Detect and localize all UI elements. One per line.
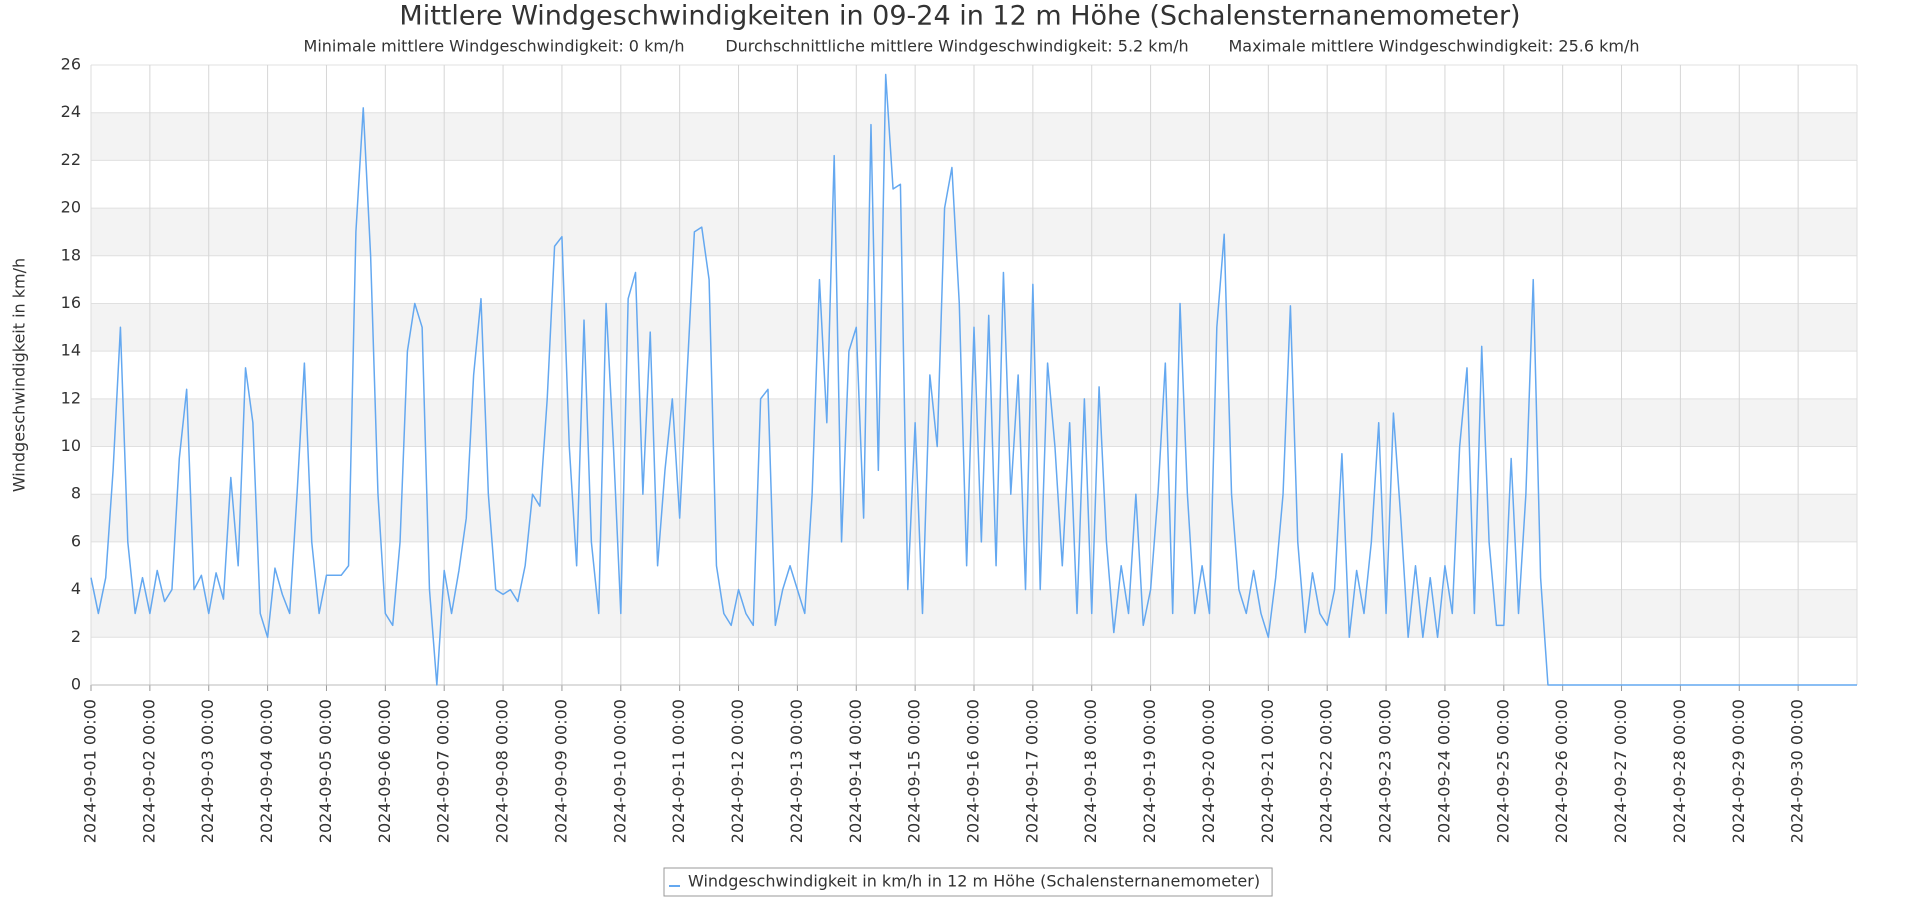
chart-title: Mittlere Windgeschwindigkeiten in 09-24 … (399, 1, 1520, 32)
x-tick-label: 2024-09-05 00:00 (316, 699, 335, 843)
x-tick-label: 2024-09-09 00:00 (551, 699, 570, 843)
x-tick-label: 2024-09-24 00:00 (1434, 699, 1453, 843)
y-tick-label: 8 (71, 484, 81, 503)
x-tick-label: 2024-09-27 00:00 (1611, 699, 1630, 843)
y-tick-label: 6 (71, 531, 81, 550)
subtitle: Durchschnittliche mittlere Windgeschwind… (725, 37, 1188, 56)
x-tick-label: 2024-09-06 00:00 (375, 699, 394, 843)
x-tick-label: 2024-09-07 00:00 (434, 699, 453, 843)
x-tick-label: 2024-09-04 00:00 (257, 699, 276, 843)
x-tick-label: 2024-09-10 00:00 (610, 699, 629, 843)
x-tick-label: 2024-09-30 00:00 (1788, 699, 1807, 843)
y-tick-label: 20 (61, 198, 81, 217)
x-tick-label: 2024-09-29 00:00 (1729, 699, 1748, 843)
x-tick-label: 2024-09-02 00:00 (139, 699, 158, 843)
y-tick-label: 14 (61, 341, 81, 360)
legend: Windgeschwindigkeit in km/h in 12 m Höhe… (663, 867, 1273, 897)
x-tick-label: 2024-09-17 00:00 (1022, 699, 1041, 843)
x-tick-label: 2024-09-20 00:00 (1199, 699, 1218, 843)
y-tick-label: 2 (71, 627, 81, 646)
x-tick-label: 2024-09-25 00:00 (1493, 699, 1512, 843)
x-tick-label: 2024-09-08 00:00 (493, 699, 512, 843)
x-tick-label: 2024-09-16 00:00 (964, 699, 983, 843)
legend-label: Windgeschwindigkeit in km/h in 12 m Höhe… (688, 872, 1260, 891)
subtitle: Minimale mittlere Windgeschwindigkeit: 0… (304, 37, 685, 56)
x-tick-label: 2024-09-15 00:00 (905, 699, 924, 843)
x-tick-label: 2024-09-26 00:00 (1552, 699, 1571, 843)
x-tick-label: 2024-09-21 00:00 (1258, 699, 1277, 843)
data-line (90, 73, 1857, 686)
x-tick-label: 2024-09-19 00:00 (1140, 699, 1159, 843)
x-tick-label: 2024-09-23 00:00 (1376, 699, 1395, 843)
y-tick-label: 12 (61, 388, 81, 407)
y-tick-label: 18 (61, 245, 81, 264)
x-tick-label: 2024-09-11 00:00 (669, 699, 688, 843)
y-tick-label: 10 (61, 436, 81, 455)
x-tick-label: 2024-09-12 00:00 (728, 699, 747, 843)
subtitle: Maximale mittlere Windgeschwindigkeit: 2… (1228, 37, 1639, 56)
y-axis-label: Windgeschwindigkeit in km/h (10, 258, 29, 492)
legend-box (663, 867, 1273, 897)
y-tick-label: 24 (61, 102, 81, 121)
y-tick-label: 0 (71, 675, 81, 694)
y-tick-label: 26 (61, 55, 81, 74)
x-tick-label: 2024-09-14 00:00 (846, 699, 865, 843)
y-tick-label: 4 (71, 579, 81, 598)
y-tick-label: 16 (61, 293, 81, 312)
x-tick-label: 2024-09-01 00:00 (81, 699, 100, 843)
x-tick-label: 2024-09-28 00:00 (1670, 699, 1689, 843)
x-tick-label: 2024-09-22 00:00 (1317, 699, 1336, 843)
x-tick-label: 2024-09-18 00:00 (1081, 699, 1100, 843)
x-tick-label: 2024-09-13 00:00 (787, 699, 806, 843)
x-tick-label: 2024-09-03 00:00 (198, 699, 217, 843)
y-tick-label: 22 (61, 150, 81, 169)
